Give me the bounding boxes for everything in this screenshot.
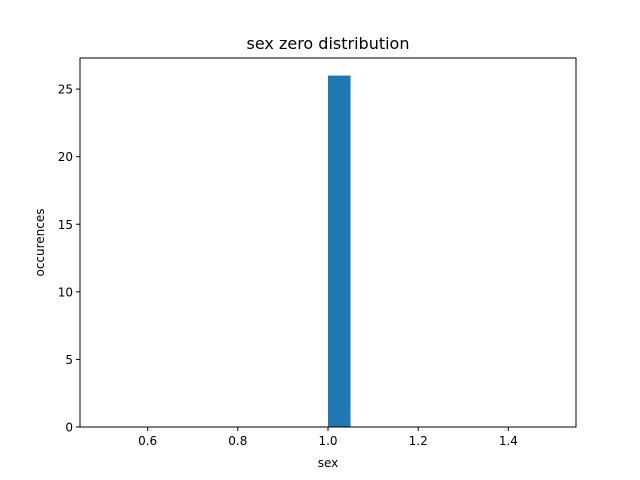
x-axis-label: sex [318,456,339,470]
y-tick-label: 5 [65,353,73,367]
y-tick-label: 15 [58,218,73,232]
chart-title: sex zero distribution [247,34,410,53]
x-tick-label: 1.2 [409,434,428,448]
x-tick-label: 0.6 [138,434,157,448]
y-axis-ticks: 0 5 10 15 20 25 [58,83,80,435]
x-tick-label: 1.4 [499,434,518,448]
y-tick-label: 20 [58,150,73,164]
y-tick-label: 25 [58,83,73,97]
histogram-bar-0 [328,75,351,428]
y-axis-label: occurences [33,208,47,276]
x-tick-label: 0.8 [228,434,247,448]
bars-group [328,75,351,428]
x-axis-ticks: 0.6 0.8 1.0 1.2 1.4 [138,427,518,448]
y-tick-label: 10 [58,285,73,299]
y-tick-label: 0 [65,421,73,435]
x-tick-label: 1.0 [318,434,337,448]
